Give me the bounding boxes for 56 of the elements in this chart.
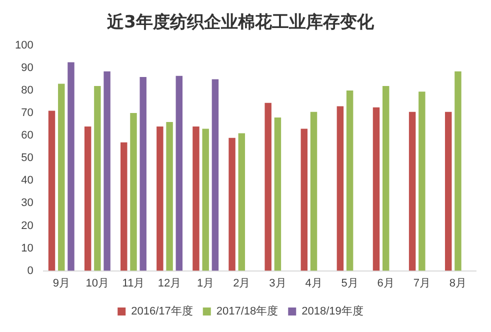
y-tick-label: 90 [21,62,34,74]
x-tick-label: 11月 [122,277,145,290]
bar [58,84,65,271]
y-tick-label: 100 [14,39,34,52]
legend-label: 2016/17年度 [131,304,193,318]
bar [68,62,74,271]
y-tick-label: 80 [21,84,34,97]
bar [84,126,92,271]
y-tick-label: 50 [21,152,34,164]
bar [382,86,390,271]
bar [140,76,146,271]
bar [264,102,272,271]
bar [310,112,318,271]
x-tick-label: 2月 [233,277,250,290]
bar [166,122,173,271]
x-tick-label: 4月 [305,277,322,290]
bar [274,118,282,271]
bar [408,112,416,271]
bar [48,110,56,271]
x-tick-label: 6月 [377,277,394,290]
x-tick-label: 9月 [52,277,70,290]
x-tick-label: 5月 [341,277,358,290]
y-tick-label: 0 [27,264,34,277]
legend-label: 2018/19年度 [302,304,364,318]
bar [120,142,128,271]
bar [228,138,236,271]
bar [372,107,380,271]
x-tick-label: 7月 [413,277,430,290]
bar [192,126,200,271]
x-tick-label: 12月 [158,277,182,290]
y-tick-label: 60 [21,130,34,142]
x-tick-label: 8月 [449,277,467,290]
bar [454,71,462,271]
y-tick-label: 70 [21,107,34,120]
legend-label: 2017/18年度 [216,304,278,318]
x-tick-label: 3月 [269,277,286,290]
y-tick-label: 40 [21,174,34,187]
bar [300,128,308,271]
x-tick-label: 1月 [197,277,214,290]
bar [156,126,164,271]
y-tick-label: 30 [21,197,34,210]
bar [444,112,452,271]
bar [104,71,110,271]
bar [130,113,137,271]
bar [212,79,219,271]
bar [346,90,354,271]
bar [202,128,209,271]
x-tick-label: 10月 [86,277,110,290]
bar [336,106,344,271]
bar [94,86,101,271]
y-tick-label: 10 [21,242,34,254]
chart-title: 近3年度纺织企业棉花工业库存变化 [106,12,375,33]
y-tick-label: 20 [21,220,34,232]
bar [418,92,426,271]
bar [238,133,246,271]
bar [176,76,183,271]
